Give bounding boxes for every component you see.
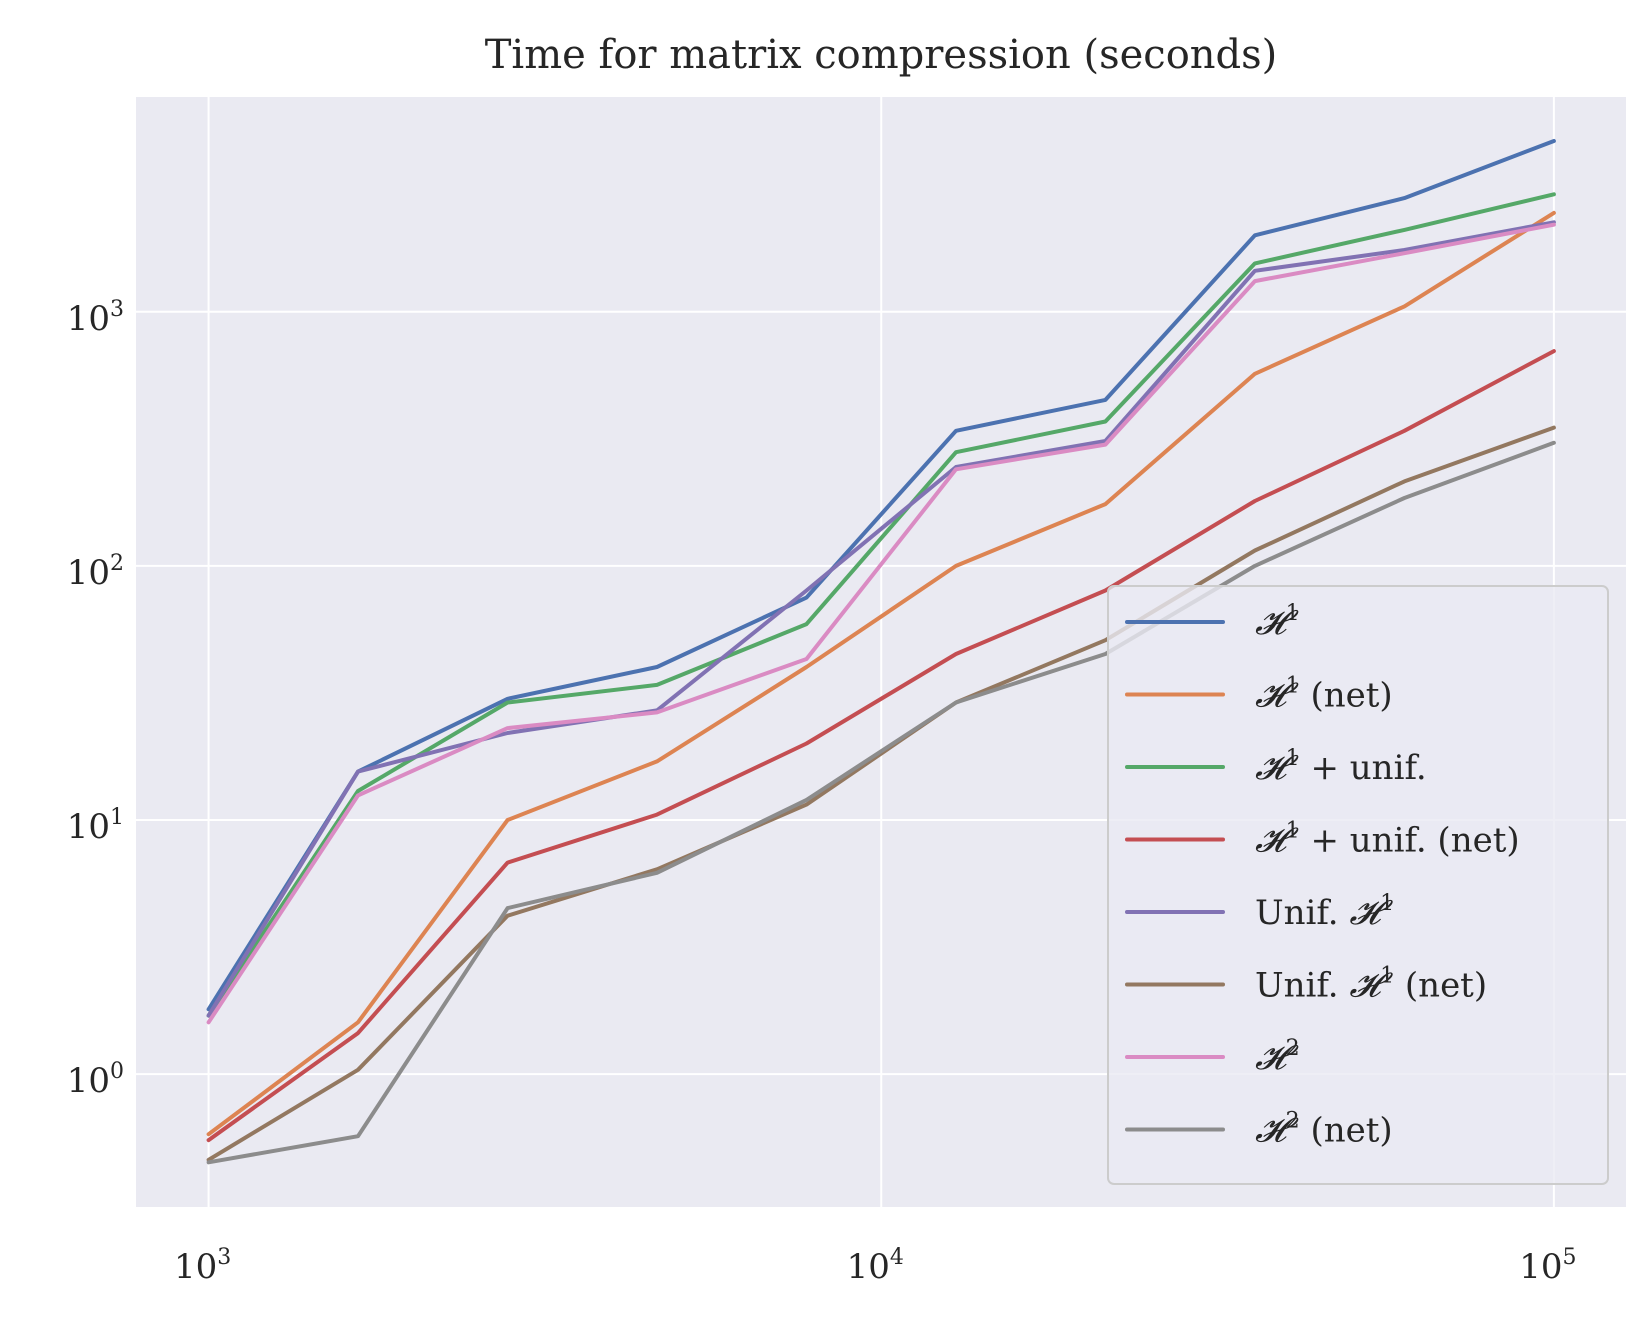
legend-label: 𝓗1 (net) [1255,674,1393,716]
series-line-6 [206,222,1556,1025]
y-tick-label: 100 [67,1059,124,1101]
legend-label: 𝓗2 (net) [1255,1109,1393,1151]
series-line-7 [206,440,1556,1165]
series-line-1 [206,210,1556,1137]
y-tick-label: 102 [67,551,124,593]
y-tick-label: 101 [67,805,124,847]
x-tick-label: 103 [174,1245,231,1287]
legend-label: Unif. 𝓗1 [1255,891,1394,933]
y-tick-labels: 100 101 102 103 [67,297,124,1101]
series-line-4 [206,220,1556,1018]
y-tick-label: 103 [67,297,124,339]
legend-box [1107,585,1609,1185]
legend-label: Unif. 𝓗1 (net) [1255,964,1487,1006]
chart-title: Time for matrix compression (seconds) [485,32,1278,78]
series-line-2 [206,192,1556,1018]
x-tick-labels: 103 104 105 [174,1245,1577,1287]
x-tick-label: 105 [1519,1245,1576,1287]
series-line-3 [206,349,1556,1143]
series-line-0 [206,139,1556,1012]
x-tick-label: 104 [847,1245,904,1287]
legend-label: 𝓗1 + unif. [1255,746,1427,788]
series-lines [206,139,1556,1165]
